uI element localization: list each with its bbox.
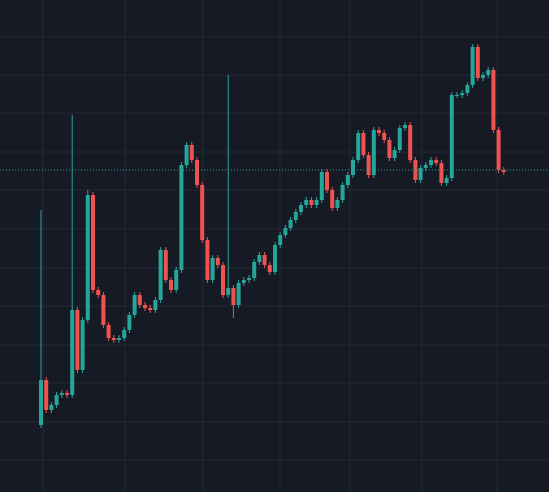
candle-body <box>429 160 433 165</box>
candle-body <box>345 175 350 185</box>
candle-body <box>70 310 75 395</box>
candle-body <box>278 235 283 245</box>
candle-body <box>319 172 324 200</box>
candle-body <box>106 325 111 338</box>
candle-body <box>127 315 132 330</box>
candle-body <box>158 250 163 300</box>
candle-body <box>455 95 459 96</box>
candle-body <box>85 195 90 320</box>
candle-body <box>267 265 272 272</box>
candle-body <box>434 160 439 163</box>
candle-body <box>241 280 246 283</box>
candle-body <box>75 310 80 370</box>
candle-body <box>325 172 329 190</box>
candle-body <box>387 140 392 158</box>
candle-body <box>501 170 506 172</box>
candle-body <box>137 295 142 305</box>
candle-body <box>96 290 101 295</box>
candle-body <box>148 308 153 310</box>
candle-body <box>163 250 168 280</box>
candle-body <box>382 133 387 140</box>
candle-body <box>470 47 475 85</box>
candle-body <box>397 128 402 150</box>
candle-body <box>449 95 454 178</box>
candle-body <box>481 75 485 78</box>
candle-body <box>101 295 106 325</box>
candle-body <box>356 133 361 160</box>
candle-body <box>262 255 267 265</box>
candle-body <box>236 283 241 305</box>
candle-body <box>392 150 397 158</box>
candle-body <box>475 47 480 78</box>
candle-body <box>340 185 345 200</box>
candle-body <box>330 190 335 208</box>
candle-body <box>496 130 501 170</box>
candle-body <box>273 245 277 272</box>
candle-body <box>215 258 220 265</box>
candle-body <box>366 155 371 175</box>
candle-body <box>132 295 137 315</box>
candle-body <box>49 405 54 410</box>
candle-body <box>408 125 413 160</box>
candle-body <box>247 278 251 280</box>
candle-body <box>174 270 179 290</box>
candle-body <box>257 255 262 262</box>
candle-body <box>465 85 470 93</box>
candle-body <box>304 200 309 205</box>
candle-body <box>184 145 189 165</box>
candle-body <box>195 160 199 185</box>
candle-body <box>413 160 418 180</box>
candle-body <box>299 205 303 212</box>
candle-body <box>117 338 121 340</box>
candle-body <box>169 280 173 290</box>
candle-body <box>200 185 205 240</box>
candle-body <box>143 305 147 308</box>
candle-body <box>486 70 491 75</box>
candle-body <box>444 178 449 183</box>
candle-body <box>439 163 444 183</box>
candle-body <box>65 393 69 395</box>
candle-body <box>423 165 428 168</box>
candle-body <box>283 228 288 235</box>
candle-body <box>54 395 59 405</box>
candle-body <box>460 93 465 95</box>
candle-body <box>39 380 43 425</box>
vertical-grid <box>42 0 498 492</box>
candle-body <box>210 258 215 280</box>
candle-body <box>153 300 158 310</box>
candle-body <box>377 130 381 133</box>
candle-body <box>231 288 236 305</box>
candle-body <box>189 145 194 160</box>
candle-body <box>59 393 64 395</box>
candle-body <box>309 200 314 205</box>
candle-body <box>491 70 496 130</box>
candle-body <box>44 380 49 410</box>
candle-body <box>179 165 184 270</box>
candle-body <box>205 240 210 280</box>
candle-body <box>91 195 95 290</box>
candle-body <box>418 168 423 180</box>
candle-body <box>361 133 366 155</box>
candle-body <box>122 330 127 338</box>
candle-body <box>221 265 225 295</box>
candle-body <box>80 320 85 370</box>
candle-body <box>293 212 298 220</box>
candle-body <box>288 220 293 228</box>
candle-body <box>335 200 340 208</box>
candle-body <box>351 160 355 175</box>
candle-body <box>371 130 376 175</box>
candle-body <box>226 288 231 295</box>
candle-body <box>314 200 319 205</box>
candle-body <box>111 338 116 340</box>
candle-body <box>252 262 257 278</box>
candle-body <box>403 125 407 128</box>
